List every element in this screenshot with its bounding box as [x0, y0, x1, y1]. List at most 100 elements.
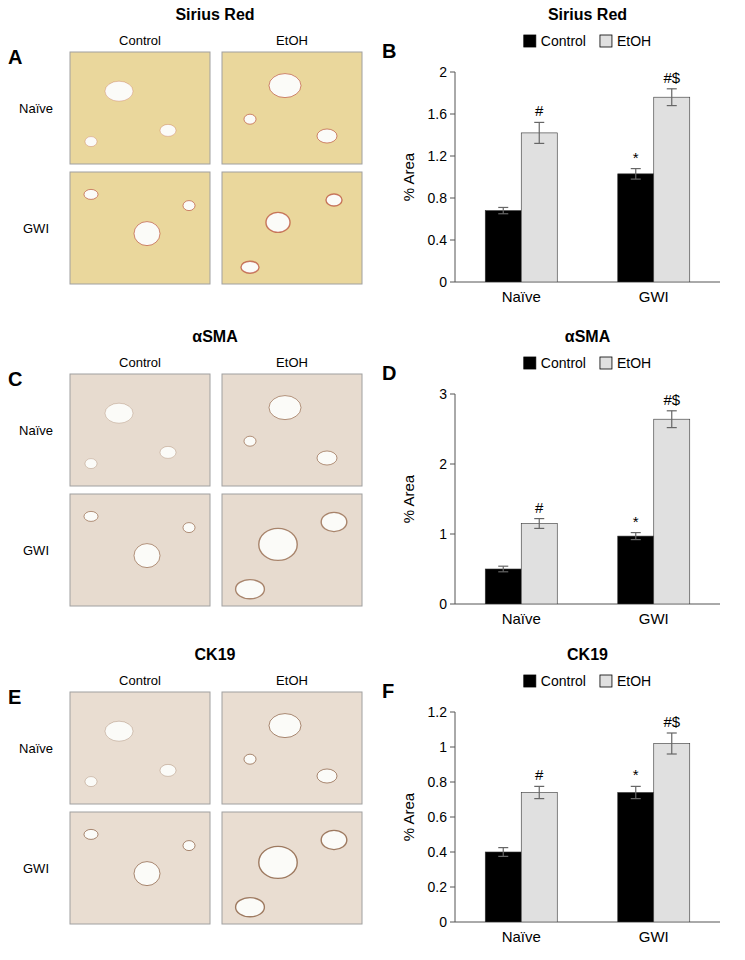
y-axis: [455, 72, 456, 282]
y-axis-title: % Area: [400, 152, 417, 201]
legend-label: Control: [541, 33, 586, 49]
error-bar: [534, 519, 544, 529]
y-tick: [450, 534, 455, 535]
legend-label: EtOH: [617, 33, 651, 49]
vessel: [269, 714, 301, 738]
legend-swatch: [600, 675, 612, 687]
vessel: [326, 194, 342, 206]
vessel: [134, 862, 160, 886]
vessel: [84, 511, 98, 521]
bar-chart: BSirius RedControlEtOH00.40.81.21.62% Ar…: [382, 6, 720, 305]
vessel: [183, 201, 195, 211]
micrograph: [70, 172, 210, 284]
error-line: [635, 533, 636, 540]
annotations: #*#$: [535, 391, 681, 530]
y-tick-label: 2: [439, 456, 447, 472]
panel-title: CK19: [195, 646, 236, 663]
micrograph: [70, 812, 210, 924]
vessel: [321, 830, 347, 849]
error-bar: [534, 122, 544, 143]
row-label: Naïve: [19, 741, 53, 756]
bar: [485, 211, 521, 282]
vessel: [160, 764, 176, 776]
y-tick: [450, 817, 455, 818]
y-tick-label: 0.4: [428, 844, 448, 860]
error-line: [503, 207, 504, 213]
bar: [654, 97, 690, 282]
legend: ControlEtOH: [524, 355, 651, 371]
row-label: GWI: [23, 861, 49, 876]
error-cap: [631, 168, 641, 169]
error-bar: [534, 786, 544, 798]
error-bar: [667, 89, 677, 106]
y-tick: [450, 198, 455, 199]
vessel: [134, 544, 160, 568]
micrograph: [70, 374, 210, 486]
y-tick-label: 1.2: [428, 148, 448, 164]
micrograph: [222, 374, 362, 486]
vessel: [105, 403, 133, 423]
column-label: EtOH: [276, 355, 308, 370]
vessel: [244, 754, 256, 764]
y-tick: [450, 887, 455, 888]
bar: [654, 419, 690, 604]
y-tick-label: 1: [439, 739, 447, 755]
row-label: GWI: [23, 221, 49, 236]
bar: [521, 133, 557, 282]
error-cap: [667, 410, 677, 411]
error-bar: [498, 566, 508, 572]
bar: [485, 852, 521, 922]
chart-title: αSMA: [565, 328, 611, 345]
y-tick-label: 0.8: [428, 774, 448, 790]
legend-swatch: [600, 35, 612, 47]
bar: [521, 524, 557, 605]
error-cap: [498, 856, 508, 857]
vessel: [84, 829, 98, 839]
panel-letter: C: [8, 368, 22, 390]
significance-label: #$: [663, 391, 680, 408]
error-line: [539, 519, 540, 529]
row-label: Naïve: [19, 423, 53, 438]
y-tick: [450, 604, 455, 605]
x-tick-label: Naïve: [502, 288, 541, 305]
error-cap: [534, 786, 544, 787]
vessel: [269, 396, 301, 420]
y-tick-label: 2: [439, 64, 447, 80]
y-tick: [450, 852, 455, 853]
error-cap: [631, 539, 641, 540]
y-axis-title: % Area: [400, 792, 417, 841]
vessel: [317, 769, 337, 783]
micrograph: [70, 52, 210, 164]
error-cap: [534, 122, 544, 123]
y-tick-label: 0.8: [428, 190, 448, 206]
figure: ASirius RedControlEtOHNaïveGWICαSMAContr…: [0, 0, 745, 960]
legend-label: EtOH: [617, 355, 651, 371]
y-axis-title: % Area: [400, 474, 417, 523]
error-cap: [667, 88, 677, 89]
error-bar: [631, 169, 641, 180]
vessel: [85, 137, 97, 147]
legend-swatch: [524, 675, 536, 687]
vessel: [236, 898, 265, 917]
error-bar: [631, 786, 641, 798]
micrograph: [222, 494, 362, 606]
chart-title: CK19: [567, 646, 608, 663]
bar: [618, 793, 654, 923]
y-tick-label: 1.6: [428, 106, 448, 122]
error-cap: [631, 532, 641, 533]
bar: [485, 569, 521, 604]
annotations: #*#$: [535, 713, 681, 783]
y-tick-label: 0: [439, 596, 447, 612]
micrograph: [222, 692, 362, 804]
y-tick-label: 3: [439, 386, 447, 402]
error-line: [503, 566, 504, 572]
error-cap: [667, 753, 677, 754]
y-tick: [450, 72, 455, 73]
micrograph: [70, 494, 210, 606]
x-tick-label: Naïve: [502, 928, 541, 945]
bar-chart: FCK19ControlEtOH00.20.40.60.811.2% Area#…: [382, 646, 720, 945]
image-panel: CαSMAControlEtOHNaïveGWI: [8, 328, 362, 606]
bars: [485, 411, 690, 604]
bar: [618, 536, 654, 604]
legend: ControlEtOH: [524, 673, 651, 689]
